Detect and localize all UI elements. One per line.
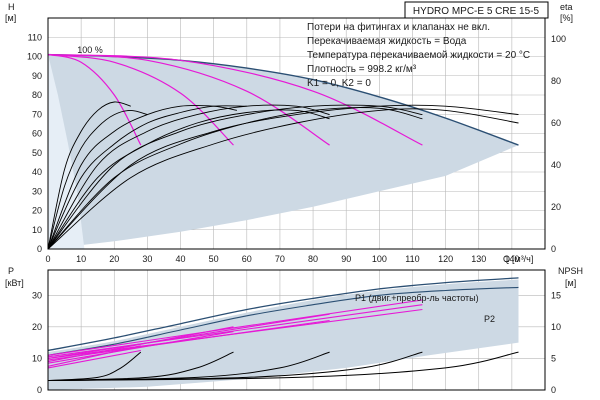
head-x-tick-label: 90	[341, 254, 351, 264]
p1-curve	[47, 277, 519, 352]
eta-y-tick-label: 100	[551, 34, 566, 44]
npsh-axis-label: NPSH	[558, 266, 583, 276]
efficiency-curve	[47, 108, 519, 250]
head-y-tick-label: 20	[32, 206, 42, 216]
eta-y-tick-label: 0	[551, 244, 556, 254]
head-operating-envelope	[48, 54, 519, 249]
efficiency-curve	[47, 109, 148, 250]
head-x-tick-label: 80	[308, 254, 318, 264]
eta-y-tick-label: 40	[551, 160, 561, 170]
efficiency-curve	[47, 101, 131, 250]
note-line-5: K1 = 0, K2 = 0	[307, 78, 371, 89]
power-y-axis-unit: [кВт]	[5, 278, 24, 288]
head-x-tick-label: 30	[142, 254, 152, 264]
power-speed-curve	[47, 308, 423, 359]
head-y-tick-label: 110	[28, 32, 42, 42]
head-speed-curve	[47, 54, 234, 146]
p2-curve-label: P2	[484, 314, 495, 324]
speed-100-percent-label: 100 %	[77, 45, 103, 55]
head-x-tick-label: 100	[372, 254, 387, 264]
x-axis-label: Q	[503, 254, 510, 264]
p2-curve	[47, 286, 519, 356]
power-y-axis-label: P	[8, 266, 14, 276]
head-y-tick-label: 10	[32, 225, 42, 235]
efficiency-curve	[47, 104, 519, 250]
npsh-y-tick-label: 5	[551, 353, 556, 363]
power-speed-curve	[47, 313, 330, 359]
note-line-2: Перекачиваемая жидкость = Вода	[307, 36, 467, 47]
efficiency-curve	[47, 109, 330, 250]
x-axis-unit: [м³/ч]	[512, 254, 533, 264]
head-speed-curve	[47, 54, 423, 146]
head-y-tick-label: 70	[32, 109, 42, 119]
head-plot-frame	[47, 17, 546, 250]
notes-block: Потери на фитингах и клапанах не вкл. Пе…	[307, 21, 530, 89]
head-y-tick-label: 100	[27, 52, 42, 62]
power-y-tick-label: 10	[32, 353, 42, 363]
efficiency-curve	[47, 104, 330, 250]
head-x-tick-label: 10	[76, 254, 86, 264]
head-y-tick-label: 80	[32, 90, 42, 100]
head-x-tick-label: 70	[275, 254, 285, 264]
eta-y-tick-label: 80	[551, 76, 561, 86]
head-y-axis-label: H	[8, 2, 15, 12]
npsh-curve	[47, 351, 519, 381]
head-x-tick-label: 40	[176, 254, 186, 264]
head-x-tick-label: 20	[109, 254, 119, 264]
chart-title: HYDRO MPC-E 5 CRE 15-5	[413, 6, 540, 17]
head-x-tick-label: 0	[45, 254, 50, 264]
head-x-tick-label: 50	[209, 254, 219, 264]
head-y-tick-label: 40	[32, 167, 42, 177]
head-x-tick-label: 140	[504, 254, 519, 264]
head-x-tick-label: 130	[471, 254, 486, 264]
power-plot-frame	[47, 269, 546, 391]
power-speed-curve	[47, 349, 141, 369]
npsh-y-tick-label: 10	[551, 322, 561, 332]
npsh-y-tick-label: 15	[551, 290, 561, 300]
power-speed-curve	[47, 299, 423, 356]
npsh-axis-unit: [м]	[565, 278, 576, 288]
power-speed-curve	[47, 304, 423, 358]
head-y-axis-unit: [м]	[5, 13, 16, 23]
head-x-tick-label: 60	[242, 254, 252, 264]
note-line-3: Температура перекачиваемой жидкости = 20…	[307, 50, 530, 61]
head-y-tick-label: 50	[32, 148, 42, 158]
eta-y-tick-label: 20	[551, 202, 561, 212]
power-y-tick-label: 0	[37, 385, 42, 395]
head-y-tick-label: 90	[32, 71, 42, 81]
eta-axis-unit: [%]	[560, 13, 573, 23]
head-x-tick-label: 120	[438, 254, 453, 264]
npsh-y-tick-label: 0	[551, 385, 556, 395]
head-y-tick-label: 0	[37, 244, 42, 254]
head-panel: 0 10 20 30 40 50 60 70 80 90 100 110 120 130 140 0 10 20 3…	[5, 2, 573, 264]
note-line-1: Потери на фитингах и клапанах не вкл.	[307, 21, 490, 33]
head-x-tick-label: 110	[405, 254, 419, 264]
power-y-tick-label: 20	[32, 322, 42, 332]
p1-curve-label: P1 (двиг.+преобр-ль частоты)	[355, 293, 479, 303]
head-y-tick-label: 60	[32, 129, 42, 139]
eta-y-tick-label: 60	[551, 118, 561, 128]
eta-axis-label: eta	[560, 2, 573, 12]
efficiency-curve	[47, 105, 247, 250]
power-panel: 0 10 20 30 0 5 10 15 P [кВт] NPSH [м] P1 (двиг.+прео…	[5, 266, 583, 395]
head-y-tick-label: 30	[32, 186, 42, 196]
power-y-tick-label: 30	[32, 290, 42, 300]
power-operating-envelope	[48, 279, 519, 390]
note-line-4: Плотность = 998.2 кг/м³	[307, 64, 417, 75]
